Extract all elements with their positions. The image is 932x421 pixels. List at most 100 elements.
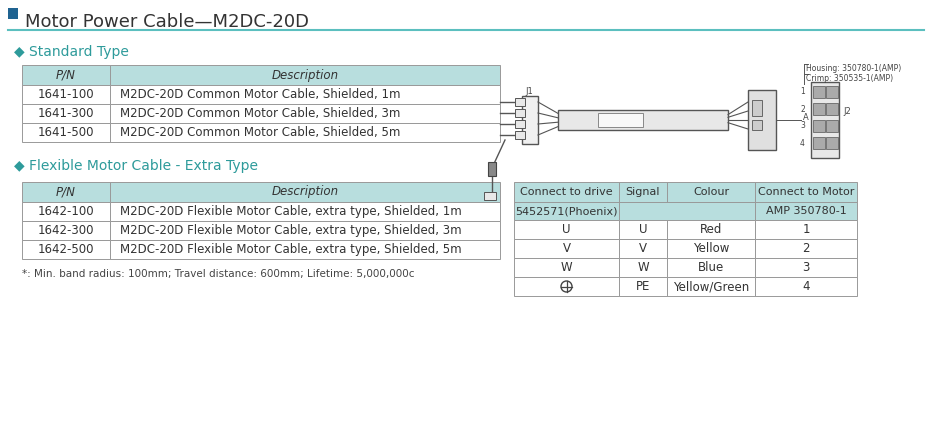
Text: Housing: 350780-1(AMP): Housing: 350780-1(AMP) xyxy=(806,64,901,73)
Text: 3: 3 xyxy=(801,122,805,131)
Text: Crimp: 350535-1(AMP): Crimp: 350535-1(AMP) xyxy=(806,74,893,83)
Bar xyxy=(514,239,619,258)
Bar xyxy=(110,202,500,221)
Text: Blue: Blue xyxy=(698,261,724,274)
Text: AMP 350780-1: AMP 350780-1 xyxy=(765,206,846,216)
Bar xyxy=(755,220,857,239)
Text: A: A xyxy=(803,114,809,123)
Text: U: U xyxy=(562,223,570,236)
Text: PE: PE xyxy=(636,280,651,293)
Bar xyxy=(813,137,825,149)
Text: M2DC-20D Flexible Motor Cable, extra type, Shielded, 5m: M2DC-20D Flexible Motor Cable, extra typ… xyxy=(120,243,461,256)
Bar xyxy=(22,85,110,104)
Bar xyxy=(811,82,839,158)
Text: 1: 1 xyxy=(801,88,805,96)
Bar xyxy=(667,258,755,277)
Bar xyxy=(667,239,755,258)
Bar xyxy=(8,8,18,19)
Bar xyxy=(110,240,500,259)
Bar xyxy=(755,239,857,258)
Bar xyxy=(619,182,667,202)
Text: ◆ Standard Type: ◆ Standard Type xyxy=(14,45,129,59)
Text: U: U xyxy=(638,223,647,236)
Text: 1: 1 xyxy=(802,223,810,236)
Bar xyxy=(667,277,755,296)
Text: V: V xyxy=(563,242,570,255)
Bar xyxy=(514,258,619,277)
Bar xyxy=(110,182,500,202)
Text: Red: Red xyxy=(700,223,722,236)
Text: Description: Description xyxy=(271,186,338,198)
Bar xyxy=(110,221,500,240)
Bar xyxy=(514,220,619,239)
Bar xyxy=(667,182,755,202)
Bar xyxy=(752,120,762,130)
Text: 4: 4 xyxy=(802,280,810,293)
Text: P/N: P/N xyxy=(56,186,75,198)
Text: 4: 4 xyxy=(801,139,805,147)
Bar xyxy=(755,202,857,220)
Text: M2DC-20D Common Motor Cable, Shielded, 5m: M2DC-20D Common Motor Cable, Shielded, 5… xyxy=(120,126,401,139)
Bar xyxy=(813,103,825,115)
Bar xyxy=(22,65,110,85)
Text: M2DC-20D Flexible Motor Cable, extra type, Shielded, 3m: M2DC-20D Flexible Motor Cable, extra typ… xyxy=(120,224,461,237)
Bar xyxy=(558,110,728,130)
Bar xyxy=(22,202,110,221)
Bar xyxy=(755,182,857,202)
Bar xyxy=(522,96,538,144)
Bar xyxy=(22,240,110,259)
Text: P/N: P/N xyxy=(56,69,75,82)
Bar xyxy=(514,202,619,220)
Bar xyxy=(752,100,762,116)
Bar xyxy=(755,258,857,277)
Bar xyxy=(667,220,755,239)
Text: M2DC-20D Flexible Motor Cable, extra type, Shielded, 1m: M2DC-20D Flexible Motor Cable, extra typ… xyxy=(120,205,461,218)
Text: 1641-100: 1641-100 xyxy=(37,88,94,101)
Text: 2: 2 xyxy=(802,242,810,255)
Bar xyxy=(515,109,525,117)
Bar xyxy=(619,239,667,258)
Bar xyxy=(488,162,496,176)
Bar xyxy=(515,98,525,106)
Text: Motor Power Cable—M2DC-20D: Motor Power Cable—M2DC-20D xyxy=(25,13,309,31)
Bar xyxy=(22,221,110,240)
Bar xyxy=(110,104,500,123)
Text: Yellow: Yellow xyxy=(692,242,729,255)
Bar xyxy=(110,65,500,85)
Text: 3: 3 xyxy=(802,261,810,274)
Bar xyxy=(826,137,838,149)
Text: Colour: Colour xyxy=(692,187,729,197)
Bar xyxy=(110,85,500,104)
Bar xyxy=(598,113,643,127)
Text: Description: Description xyxy=(271,69,338,82)
Text: *: Min. band radius: 100mm; Travel distance: 600mm; Lifetime: 5,000,000c: *: Min. band radius: 100mm; Travel dista… xyxy=(22,269,415,279)
Text: W: W xyxy=(637,261,649,274)
Bar xyxy=(619,202,755,220)
Text: Connect to drive: Connect to drive xyxy=(520,187,613,197)
Bar xyxy=(619,277,667,296)
Text: 5452571(Phoenix): 5452571(Phoenix) xyxy=(515,206,618,216)
Bar xyxy=(515,120,525,128)
Bar xyxy=(748,90,776,150)
Bar xyxy=(515,131,525,139)
Bar xyxy=(826,103,838,115)
Text: V: V xyxy=(639,242,647,255)
Text: Connect to Motor: Connect to Motor xyxy=(758,187,855,197)
Bar xyxy=(813,86,825,98)
Text: M2DC-20D Common Motor Cable, Shielded, 3m: M2DC-20D Common Motor Cable, Shielded, 3… xyxy=(120,107,401,120)
Bar xyxy=(514,182,619,202)
Text: 1642-500: 1642-500 xyxy=(38,243,94,256)
Bar xyxy=(826,86,838,98)
Text: J1: J1 xyxy=(525,88,533,96)
Bar xyxy=(514,277,619,296)
Bar xyxy=(619,258,667,277)
Bar xyxy=(619,220,667,239)
Text: 1642-300: 1642-300 xyxy=(38,224,94,237)
Bar xyxy=(484,192,496,200)
Text: J2: J2 xyxy=(843,107,851,117)
Text: M2DC-20D Common Motor Cable, Shielded, 1m: M2DC-20D Common Motor Cable, Shielded, 1… xyxy=(120,88,401,101)
Text: Signal: Signal xyxy=(625,187,660,197)
Text: 1641-500: 1641-500 xyxy=(38,126,94,139)
Bar xyxy=(22,182,110,202)
Bar xyxy=(826,120,838,132)
